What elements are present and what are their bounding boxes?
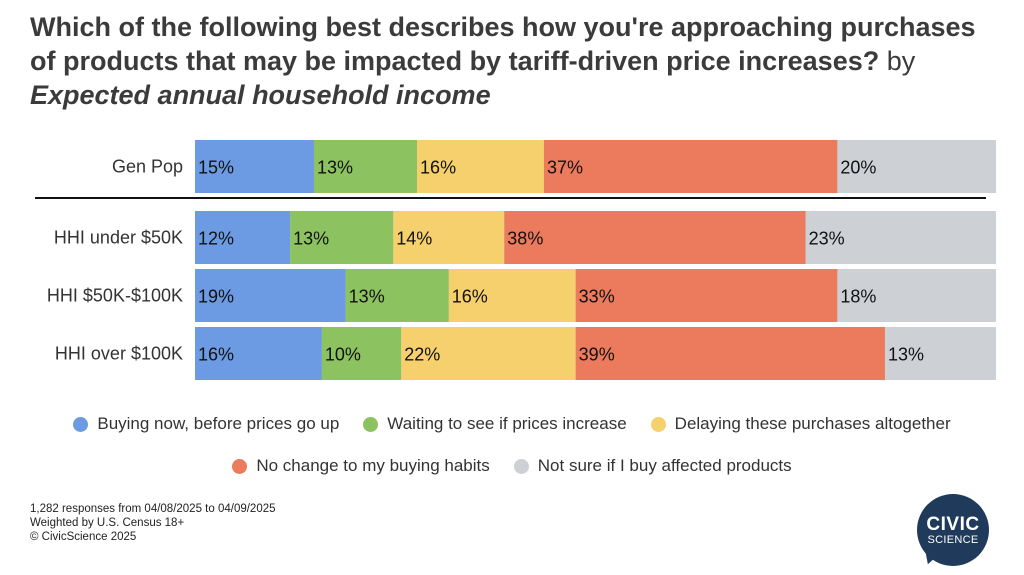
footer-responses: 1,282 responses from 04/08/2025 to 04/09… [30,503,276,515]
legend-label-delaying: Delaying these purchases altogether [674,414,951,433]
bar-label-hhi-under-50k-no-change-to-my-buying-habits: 38% [507,229,543,249]
bar-hhi-50k-100k-no-change-to-my-buying-habits [575,269,838,322]
logo-circle: CIVIC SCIENCE [917,494,989,566]
legend-dot-waiting [363,416,379,432]
legend-item-no-change: No change to my buying habits [232,456,490,476]
bar-label-hhi-50k-100k-not-sure-if-i-buy-affected-products: 18% [840,287,876,307]
bar-label-hhi-50k-100k-no-change-to-my-buying-habits: 33% [579,287,615,307]
legend-dot-delaying [650,416,666,432]
bar-label-gen-pop-buying-now-before-prices-go-up: 15% [198,158,234,178]
bar-hhi-over-100k-not-sure-if-i-buy-affected-products [884,327,996,380]
bar-label-hhi-50k-100k-buying-now-before-prices-go-up: 19% [198,287,234,307]
chart-title: Which of the following best describes ho… [30,10,990,112]
category-label-hhi-over-100k: HHI over $100K [55,344,183,364]
legend-row-2: No change to my buying habits Not sure i… [0,454,1024,478]
bar-hhi-50k-100k-waiting-to-see-if-prices-increase [345,269,449,322]
bar-label-gen-pop-waiting-to-see-if-prices-increase: 13% [317,158,353,178]
legend-item-buying-now: Buying now, before prices go up [73,414,339,434]
bar-hhi-under-50k-waiting-to-see-if-prices-increase [290,211,394,264]
logo-line-1: CIVIC [926,513,980,535]
logo-line-2: SCIENCE [927,533,979,546]
legend-label-no-change: No change to my buying habits [256,456,490,475]
bar-gen-pop-no-change-to-my-buying-habits [543,140,838,193]
legend-item-not-sure: Not sure if I buy affected products [513,456,792,476]
title-main: Which of the following best describes ho… [30,12,976,76]
bar-hhi-over-100k-waiting-to-see-if-prices-increase [321,327,402,380]
legend-dot-buying-now [73,416,89,432]
legend-item-waiting: Waiting to see if prices increase [363,414,627,434]
bar-label-hhi-under-50k-delaying-these-purchases-altogether: 14% [396,229,432,249]
bar-gen-pop-delaying-these-purchases-altogether [417,140,544,193]
legend-label-not-sure: Not sure if I buy affected products [537,456,792,475]
footer-copyright: © CivicScience 2025 [30,531,137,543]
bar-hhi-under-50k-not-sure-if-i-buy-affected-products [805,211,996,264]
category-label-hhi-50k-100k: HHI $50K-$100K [47,286,183,306]
bar-label-hhi-over-100k-no-change-to-my-buying-habits: 39% [579,345,615,365]
bar-hhi-under-50k-buying-now-before-prices-go-up [195,211,291,264]
bar-label-hhi-over-100k-waiting-to-see-if-prices-increase: 10% [325,345,361,365]
bar-label-hhi-under-50k-not-sure-if-i-buy-affected-products: 23% [809,229,845,249]
bar-label-gen-pop-no-change-to-my-buying-habits: 37% [547,158,583,178]
civicscience-logo: CIVIC SCIENCE [917,494,993,570]
bar-gen-pop-not-sure-if-i-buy-affected-products [837,140,996,193]
footer-weighting: Weighted by U.S. Census 18+ [30,517,185,529]
bar-hhi-over-100k-delaying-these-purchases-altogether [401,327,576,380]
bar-label-hhi-over-100k-buying-now-before-prices-go-up: 16% [198,345,234,365]
bar-hhi-50k-100k-not-sure-if-i-buy-affected-products [837,269,996,322]
bar-gen-pop-waiting-to-see-if-prices-increase [313,140,418,193]
title-by: by [886,46,916,76]
bar-hhi-over-100k-no-change-to-my-buying-habits [575,327,885,380]
legend-label-buying-now: Buying now, before prices go up [97,414,340,433]
legend-row-1: Buying now, before prices go up Waiting … [0,412,1024,436]
bar-label-hhi-over-100k-not-sure-if-i-buy-affected-products: 13% [888,345,924,365]
category-label-gen-pop: Gen Pop [112,157,183,177]
category-label-hhi-under-50k: HHI under $50K [54,228,183,248]
legend-label-waiting: Waiting to see if prices increase [387,414,627,433]
bar-label-hhi-under-50k-waiting-to-see-if-prices-increase: 13% [293,229,329,249]
title-subtitle: Expected annual household income [30,80,491,110]
footer-notes: 1,282 responses from 04/08/2025 to 04/09… [30,502,276,544]
bar-gen-pop-buying-now-before-prices-go-up [195,140,314,193]
bar-label-gen-pop-not-sure-if-i-buy-affected-products: 20% [840,158,876,178]
bar-label-hhi-under-50k-buying-now-before-prices-go-up: 12% [198,229,234,249]
bar-label-gen-pop-delaying-these-purchases-altogether: 16% [420,158,456,178]
bar-hhi-under-50k-no-change-to-my-buying-habits [504,211,806,264]
bar-label-hhi-50k-100k-delaying-these-purchases-altogether: 16% [452,287,488,307]
bar-hhi-over-100k-buying-now-before-prices-go-up [195,327,322,380]
bar-label-hhi-over-100k-delaying-these-purchases-altogether: 22% [404,345,440,365]
legend-dot-no-change [232,458,248,474]
bar-hhi-under-50k-delaying-these-purchases-altogether [393,211,505,264]
legend: Buying now, before prices go up Waiting … [0,412,1024,496]
legend-item-delaying: Delaying these purchases altogether [650,414,951,434]
bar-hhi-50k-100k-buying-now-before-prices-go-up [195,269,346,322]
bar-hhi-50k-100k-delaying-these-purchases-altogether [448,269,576,322]
bar-label-hhi-50k-100k-waiting-to-see-if-prices-increase: 13% [349,287,385,307]
legend-dot-not-sure [513,458,529,474]
